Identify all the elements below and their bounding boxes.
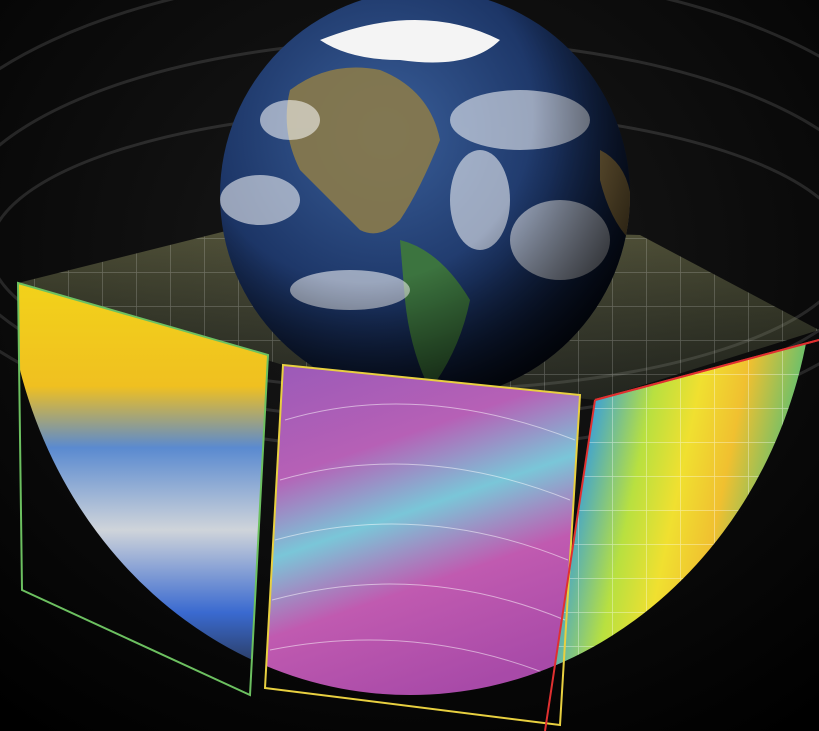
earth xyxy=(220,0,630,400)
middle-panel-data xyxy=(265,365,580,695)
middle-frame xyxy=(263,363,582,727)
wind-streamlines xyxy=(269,403,576,681)
left-frame xyxy=(16,281,270,697)
right-frame-edges xyxy=(544,339,819,731)
